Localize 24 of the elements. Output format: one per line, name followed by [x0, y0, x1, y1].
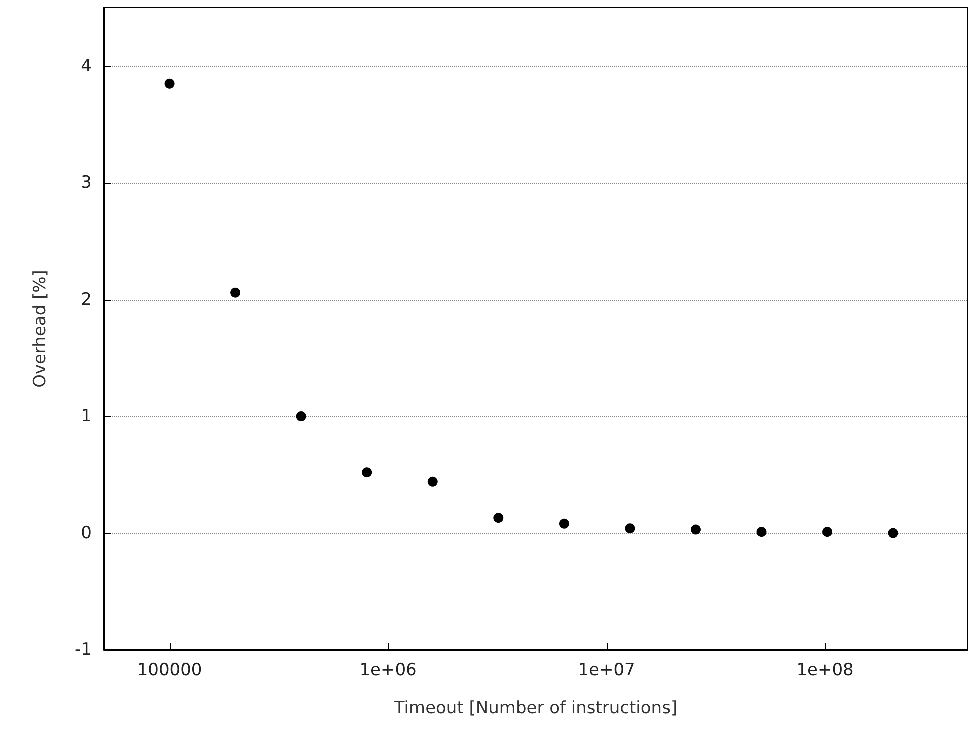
point — [230, 288, 241, 298]
x-axis-title: Timeout [Number of instructions] — [393, 698, 678, 718]
y-tick-label: 1 — [81, 406, 92, 427]
point — [888, 528, 898, 538]
point — [362, 468, 372, 478]
point — [756, 527, 767, 538]
x-tick-label: 1e+07 — [578, 660, 636, 680]
x-tick-label: 100000 — [137, 660, 202, 680]
y-axis-title: Overhead [%] — [30, 270, 50, 388]
y-tick-label: 4 — [81, 56, 92, 76]
point — [625, 524, 636, 534]
x-tick-label: 1e+08 — [796, 660, 854, 680]
point — [296, 412, 306, 422]
y-tick-label: 3 — [81, 173, 92, 194]
point — [559, 518, 570, 529]
point — [494, 513, 504, 524]
point — [822, 527, 833, 538]
point — [690, 524, 701, 535]
y-tick-label: 2 — [81, 290, 92, 310]
point — [164, 78, 175, 89]
x-tick-label: 1e+06 — [360, 660, 417, 680]
point — [428, 476, 438, 487]
y-tick-label: 0 — [81, 523, 92, 544]
y-tick-label: -1 — [75, 640, 92, 660]
